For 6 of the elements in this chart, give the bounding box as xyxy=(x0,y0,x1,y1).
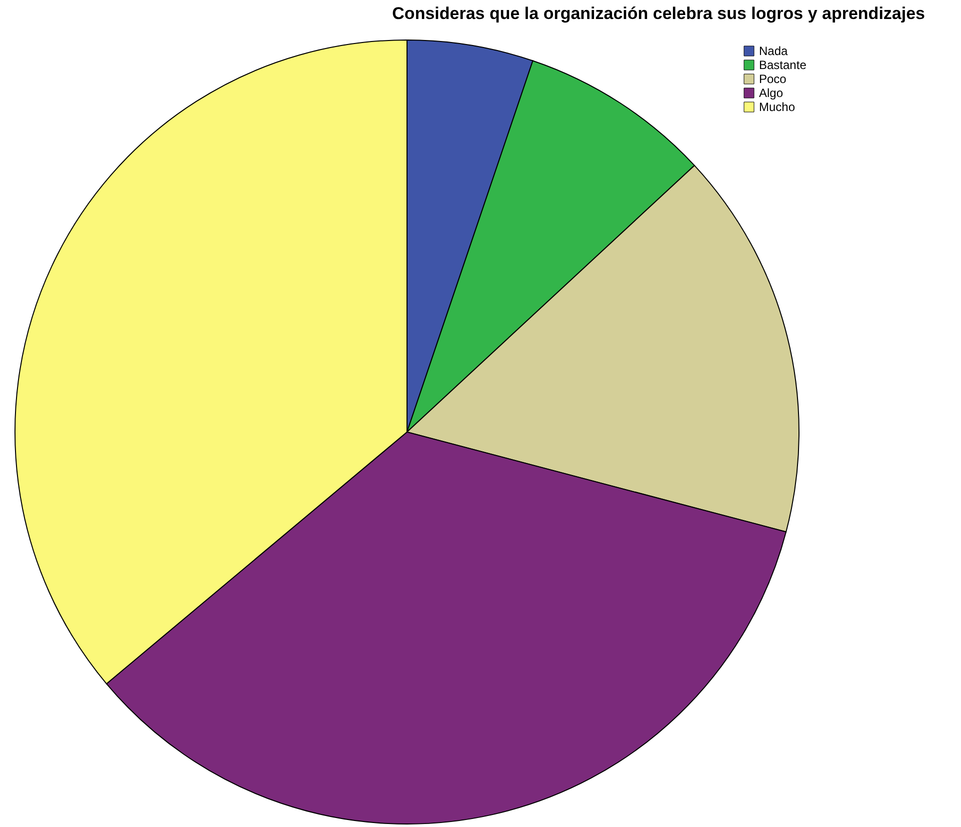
legend-label: Mucho xyxy=(759,100,796,114)
chart-title: Consideras que la organización celebra sus logros y aprendizajes xyxy=(392,4,925,23)
legend-label: Algo xyxy=(759,86,784,100)
legend-label: Poco xyxy=(759,72,787,86)
legend-label: Nada xyxy=(759,44,788,58)
legend-label: Bastante xyxy=(759,58,807,72)
